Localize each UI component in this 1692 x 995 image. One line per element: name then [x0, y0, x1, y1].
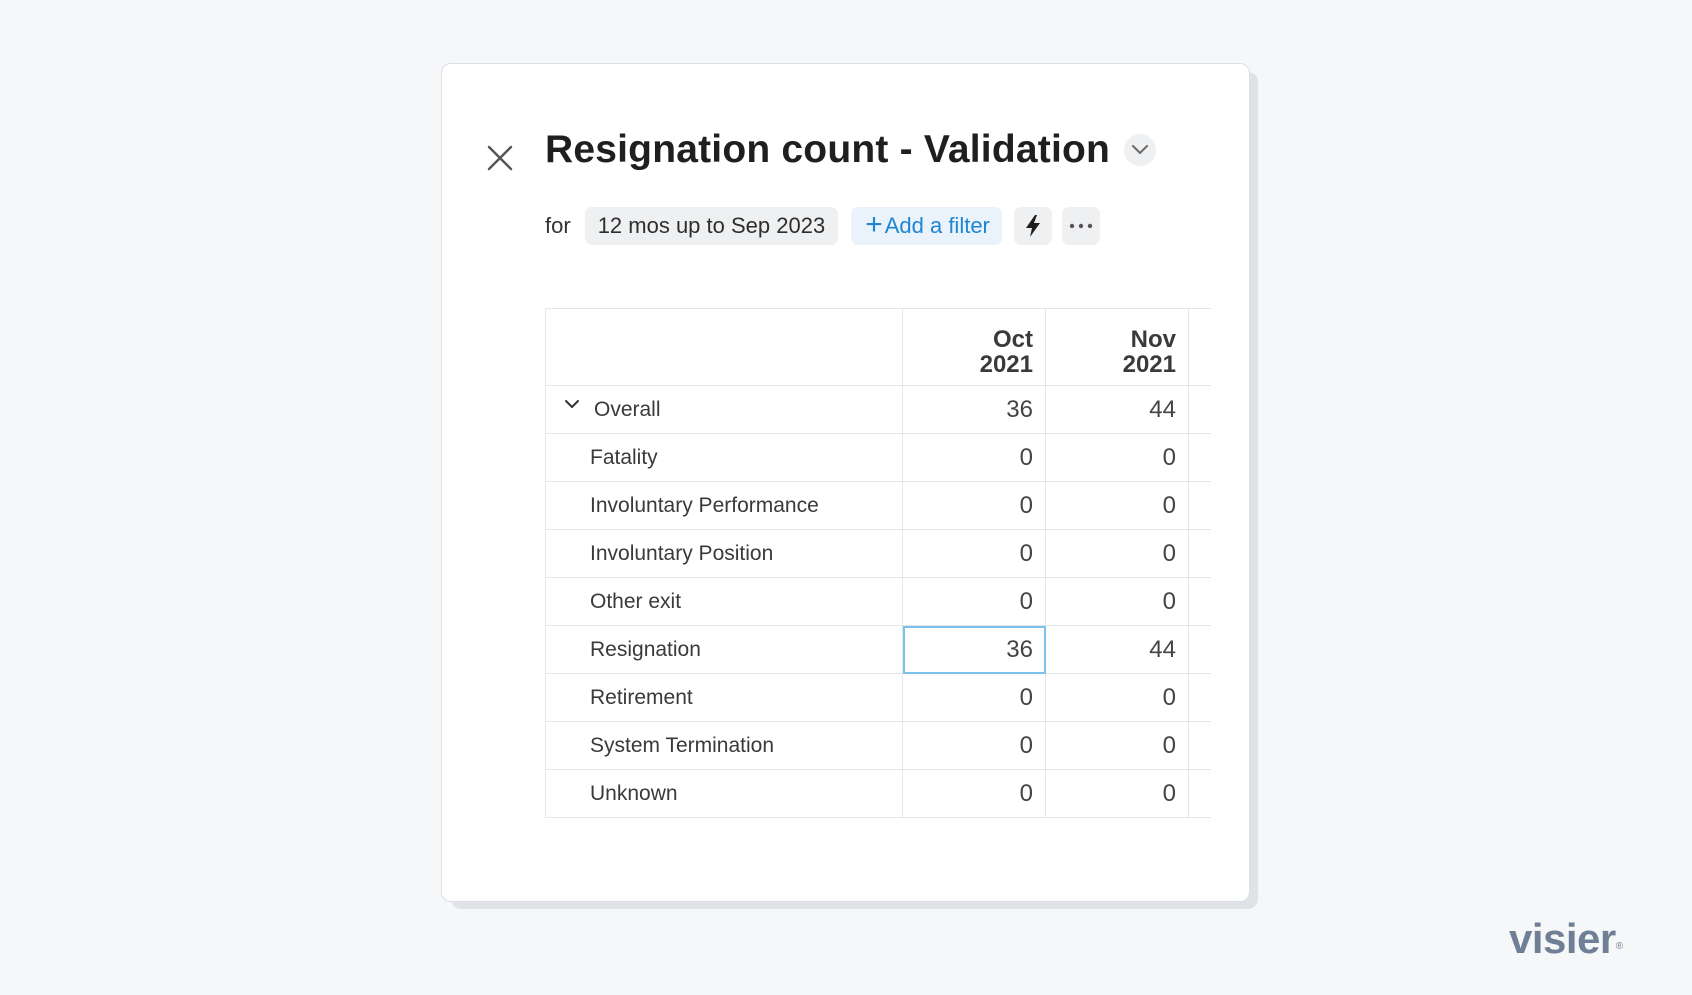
table-cell[interactable]: 0	[902, 769, 1046, 818]
table-cell-overflow	[1188, 625, 1211, 674]
table-cell[interactable]: 0	[1045, 673, 1189, 722]
plus-icon: +	[865, 207, 883, 241]
logo-registered-mark: ®	[1615, 941, 1623, 952]
lightning-button[interactable]	[1013, 207, 1052, 245]
table-header-row: Oct 2021 Nov 2021	[545, 308, 1211, 386]
column-header-overflow	[1188, 308, 1211, 386]
row-label[interactable]: Retirement	[545, 673, 903, 722]
column-header-month: Nov	[1130, 326, 1176, 353]
table-cell-overflow	[1188, 433, 1211, 482]
table-cell[interactable]: 0	[902, 577, 1046, 626]
row-label: Overall	[594, 397, 661, 421]
ellipsis-icon	[1069, 223, 1093, 229]
table-cell[interactable]: 0	[1045, 721, 1189, 770]
close-icon	[487, 145, 513, 171]
table-cell-overflow	[1188, 481, 1211, 530]
chevron-down-icon[interactable]	[562, 395, 582, 415]
table-cell[interactable]: 0	[902, 721, 1046, 770]
table-cell-overflow	[1188, 673, 1211, 722]
table-cell[interactable]: 0	[1045, 577, 1189, 626]
table-cell[interactable]: 0	[1045, 481, 1189, 530]
lightning-icon	[1025, 215, 1040, 237]
table-cell[interactable]: 0	[1045, 529, 1189, 578]
table-row: Overall 36 44	[545, 385, 1211, 434]
row-label[interactable]: Involuntary Performance	[545, 481, 903, 530]
row-header-corner	[545, 308, 903, 386]
add-filter-label: Add a filter	[884, 213, 990, 238]
table-cell[interactable]: 44	[1045, 385, 1189, 434]
title-row: Resignation count - Validation	[545, 128, 1157, 172]
logo-text: visier	[1509, 915, 1616, 962]
table-row: Involuntary Position 0 0	[545, 529, 1211, 578]
table-row: Fatality 0 0	[545, 433, 1211, 482]
filter-bar: for 12 mos up to Sep 2023 + Add a filter	[545, 207, 1100, 245]
add-filter-button[interactable]: + Add a filter	[851, 207, 1002, 245]
column-header-month: Oct	[992, 326, 1033, 353]
selected-table-cell[interactable]: 36	[902, 625, 1046, 674]
table-cell-overflow	[1188, 577, 1211, 626]
close-button[interactable]	[483, 141, 517, 175]
visier-logo: visier®	[1509, 915, 1623, 963]
table-cell-overflow	[1188, 529, 1211, 578]
row-label[interactable]: Resignation	[545, 625, 903, 674]
row-label[interactable]: Unknown	[545, 769, 903, 818]
table-row: Retirement 0 0	[545, 673, 1211, 722]
table-cell-overflow	[1188, 769, 1211, 818]
time-period-chip[interactable]: 12 mos up to Sep 2023	[584, 207, 839, 245]
table-cell-overflow	[1188, 385, 1211, 434]
table-cell[interactable]: 0	[902, 673, 1046, 722]
row-label-overall[interactable]: Overall	[545, 385, 903, 434]
more-options-button[interactable]	[1061, 207, 1100, 245]
table-row: Involuntary Performance 0 0	[545, 481, 1211, 530]
table-cell[interactable]: 44	[1045, 625, 1189, 674]
for-label: for	[545, 213, 571, 238]
table-row: Unknown 0 0	[545, 769, 1211, 818]
table-cell[interactable]: 0	[1045, 769, 1189, 818]
row-label[interactable]: Involuntary Position	[545, 529, 903, 578]
title-dropdown-button[interactable]	[1124, 134, 1157, 166]
column-header[interactable]: Nov 2021	[1045, 308, 1189, 386]
table-cell[interactable]: 36	[902, 385, 1046, 434]
column-header-year: 2021	[1122, 351, 1176, 378]
column-header[interactable]: Oct 2021	[902, 308, 1046, 386]
table-cell-overflow	[1188, 721, 1211, 770]
table-cell[interactable]: 0	[902, 433, 1046, 482]
page-title: Resignation count - Validation	[545, 128, 1111, 171]
chevron-down-icon	[1132, 145, 1149, 154]
table-cell[interactable]: 0	[1045, 433, 1189, 482]
table-cell[interactable]: 0	[902, 481, 1046, 530]
data-table: Oct 2021 Nov 2021 Overall 36 44	[545, 308, 1211, 818]
row-label[interactable]: System Termination	[545, 721, 903, 770]
row-label[interactable]: Fatality	[545, 433, 903, 482]
row-label[interactable]: Other exit	[545, 577, 903, 626]
column-header-year: 2021	[979, 351, 1033, 378]
table-cell[interactable]: 0	[902, 529, 1046, 578]
table-row: Other exit 0 0	[545, 577, 1211, 626]
table-row: Resignation 36 44	[545, 625, 1211, 674]
table-row: System Termination 0 0	[545, 721, 1211, 770]
